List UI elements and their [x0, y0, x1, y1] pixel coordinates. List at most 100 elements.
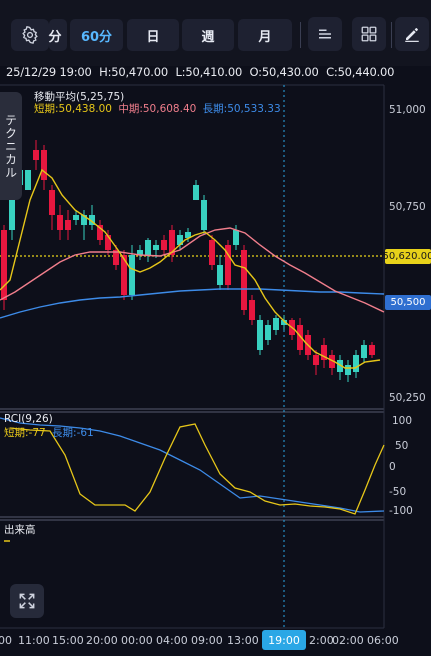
- open-text: O:50,430.00: [249, 65, 319, 79]
- grid-icon: [361, 26, 377, 42]
- low-text: L:50,410.00: [175, 65, 243, 79]
- ohlc-info-bar: 25/12/29 19:00 H:50,470.00 L:50,410.00 O…: [6, 65, 394, 79]
- rci-legend-values: 短期:-77 長期:-61: [4, 425, 94, 440]
- candle-body: [113, 250, 119, 265]
- candle-body: [145, 240, 151, 255]
- candle-body: [57, 215, 63, 230]
- candle-body: [1, 230, 7, 300]
- high-text: H:50,470.00: [99, 65, 168, 79]
- candle-body: [201, 200, 207, 230]
- time-axis-label: 2:00: [309, 634, 334, 647]
- candle-body: [97, 225, 103, 240]
- close-text: C:50,440.00: [326, 65, 395, 79]
- candle-body: [361, 345, 367, 358]
- settings-button[interactable]: [11, 19, 49, 51]
- gear-icon: [22, 26, 38, 44]
- candle-body: [9, 185, 15, 230]
- tab-minute[interactable]: 分: [48, 19, 67, 51]
- candle-body: [273, 318, 279, 330]
- rci-axis-label: 100: [392, 415, 412, 427]
- indicator-button[interactable]: [308, 17, 342, 51]
- candle-body: [249, 300, 255, 320]
- datetime-text: 25/12/29 19:00: [6, 65, 92, 79]
- rci-long-value: 長期:-61: [52, 427, 94, 439]
- layout-button[interactable]: [352, 17, 386, 51]
- price-axis-label: 50,250: [389, 392, 426, 404]
- time-axis-label: 20:00: [86, 634, 118, 647]
- candle-body: [193, 185, 199, 200]
- rci-long-line: [0, 417, 385, 513]
- time-axis-label: 11:00: [18, 634, 50, 647]
- candle-body: [281, 320, 287, 325]
- ma-legend-values: 短期:50,438.00 中期:50,608.40 長期:50,533.33: [34, 101, 281, 116]
- candle-body: [265, 325, 271, 340]
- rci-short-line: [9, 423, 385, 515]
- candle-body: [81, 215, 87, 225]
- rci-axis-label: -100: [389, 505, 413, 517]
- candle-body: [121, 255, 127, 295]
- tab-month[interactable]: 月: [238, 19, 292, 51]
- ma-short-line: [0, 168, 381, 369]
- time-axis-label: 00:00: [121, 634, 153, 647]
- rci-short-value: 短期:-77: [4, 427, 46, 439]
- ma-long-price-tag: 50,500: [385, 295, 431, 310]
- candlesticks: [1, 140, 375, 382]
- candle-body: [161, 240, 167, 250]
- candle-body: [177, 235, 183, 245]
- candle-body: [25, 170, 31, 190]
- toolbar-divider: [391, 22, 392, 48]
- candle-body: [209, 240, 215, 265]
- pencil-icon: [405, 28, 419, 42]
- candle-body: [169, 230, 175, 255]
- time-axis-label: 02:00: [332, 634, 364, 647]
- time-axis-label: 13:00: [227, 634, 259, 647]
- candle-body: [313, 355, 319, 365]
- ma-legend-title: 移動平均(5,25,75): [34, 91, 125, 103]
- candle-body: [137, 250, 143, 255]
- candle-body: [297, 325, 303, 350]
- time-cursor-tag: 19:00: [262, 630, 306, 650]
- price-axis-label: 50,750: [389, 201, 426, 213]
- candle-body: [33, 150, 39, 160]
- candle-body: [369, 345, 375, 355]
- candle-body: [65, 220, 71, 230]
- draw-button[interactable]: [395, 17, 429, 51]
- expand-button[interactable]: [10, 584, 44, 618]
- candle-body: [49, 190, 55, 215]
- candle-body: [41, 150, 47, 180]
- candle-body: [337, 360, 343, 372]
- time-axis-label: 09:00: [191, 634, 223, 647]
- candle-body: [257, 320, 263, 350]
- ma-mid-line: [0, 227, 385, 313]
- candle-body: [233, 230, 239, 245]
- candle-body: [153, 245, 159, 250]
- tab-60min[interactable]: 60分: [70, 19, 123, 51]
- candle-body: [185, 232, 191, 238]
- tab-week[interactable]: 週: [182, 19, 234, 51]
- expand-icon: [19, 593, 35, 609]
- technical-side-tab[interactable]: テクニカル: [0, 92, 22, 200]
- candle-body: [241, 250, 247, 310]
- toolbar-divider: [300, 22, 301, 48]
- candle-body: [225, 245, 231, 285]
- ma-mid-value: 中期:50,608.40: [118, 103, 197, 115]
- time-axis-label: 04:00: [156, 634, 188, 647]
- price-axis-label: 51,000: [389, 104, 426, 116]
- candle-body: [129, 255, 135, 295]
- current-price-tag: 50,620.00: [382, 249, 431, 264]
- rci-axis-label: 0: [389, 461, 396, 473]
- candle-body: [321, 345, 327, 360]
- candle-body: [345, 365, 351, 375]
- tab-day[interactable]: 日: [127, 19, 179, 51]
- rci-legend-title: RCI(9,26): [4, 413, 53, 425]
- candle-body: [73, 215, 79, 220]
- time-axis-label: 15:00: [52, 634, 84, 647]
- toolbar: 分 60分 日 週 月: [0, 0, 431, 66]
- rci-axis-label: 50: [395, 440, 408, 452]
- rci-axis-label: -50: [389, 486, 406, 498]
- candle-body: [329, 355, 335, 368]
- candle-body: [353, 355, 359, 372]
- candle-body: [105, 235, 111, 250]
- time-axis-label: 00: [0, 634, 12, 647]
